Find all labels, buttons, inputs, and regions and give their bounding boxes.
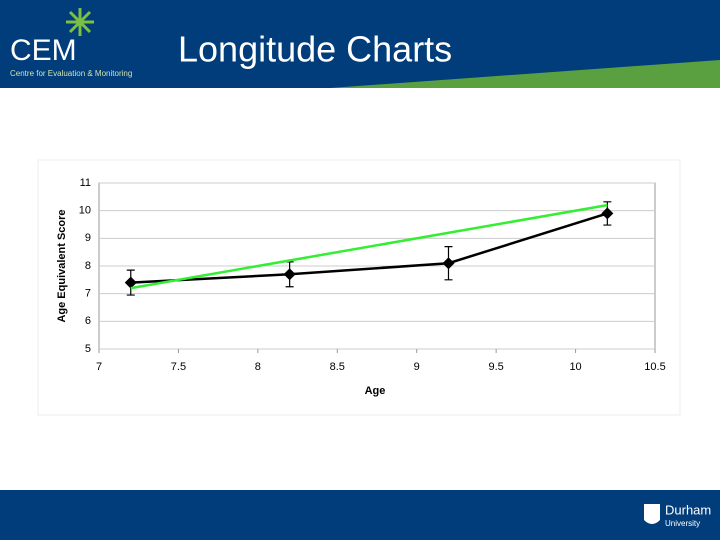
x-tick-label: 10.5 [644, 361, 665, 373]
marker [442, 257, 455, 270]
y-tick-label: 7 [85, 288, 91, 300]
series-line [130, 203, 608, 290]
x-axis-title: Age [365, 385, 386, 397]
footer-band [0, 490, 720, 540]
logo-star [66, 8, 94, 36]
x-tick-label: 8.5 [330, 361, 345, 373]
header-stripe [330, 60, 720, 88]
durham-crest [644, 504, 660, 524]
y-tick-label: 5 [85, 343, 91, 355]
x-tick-label: 9 [414, 361, 420, 373]
x-tick-label: 8 [255, 361, 261, 373]
footer-logo-subtitle: University [665, 519, 700, 528]
y-tick-label: 9 [85, 232, 91, 244]
marker [601, 207, 614, 220]
slide-title: Longitude Charts [178, 29, 452, 70]
logo-subtitle: Centre for Evaluation & Monitoring [10, 69, 132, 78]
y-tick-label: 10 [79, 205, 91, 217]
x-tick-label: 7.5 [171, 361, 186, 373]
y-tick-label: 8 [85, 260, 91, 272]
logo-text: CEM [10, 34, 77, 67]
chart-area [37, 159, 681, 416]
y-axis-title: Age Equivalent Score [56, 209, 68, 322]
marker [283, 268, 296, 281]
series-line [130, 212, 608, 284]
footer-logo: Durham [665, 502, 711, 517]
marker [124, 276, 137, 289]
x-tick-label: 7 [96, 361, 102, 373]
x-tick-label: 9.5 [488, 361, 503, 373]
y-tick-label: 6 [85, 315, 91, 327]
y-tick-label: 11 [80, 177, 91, 189]
x-tick-label: 10 [569, 361, 581, 373]
